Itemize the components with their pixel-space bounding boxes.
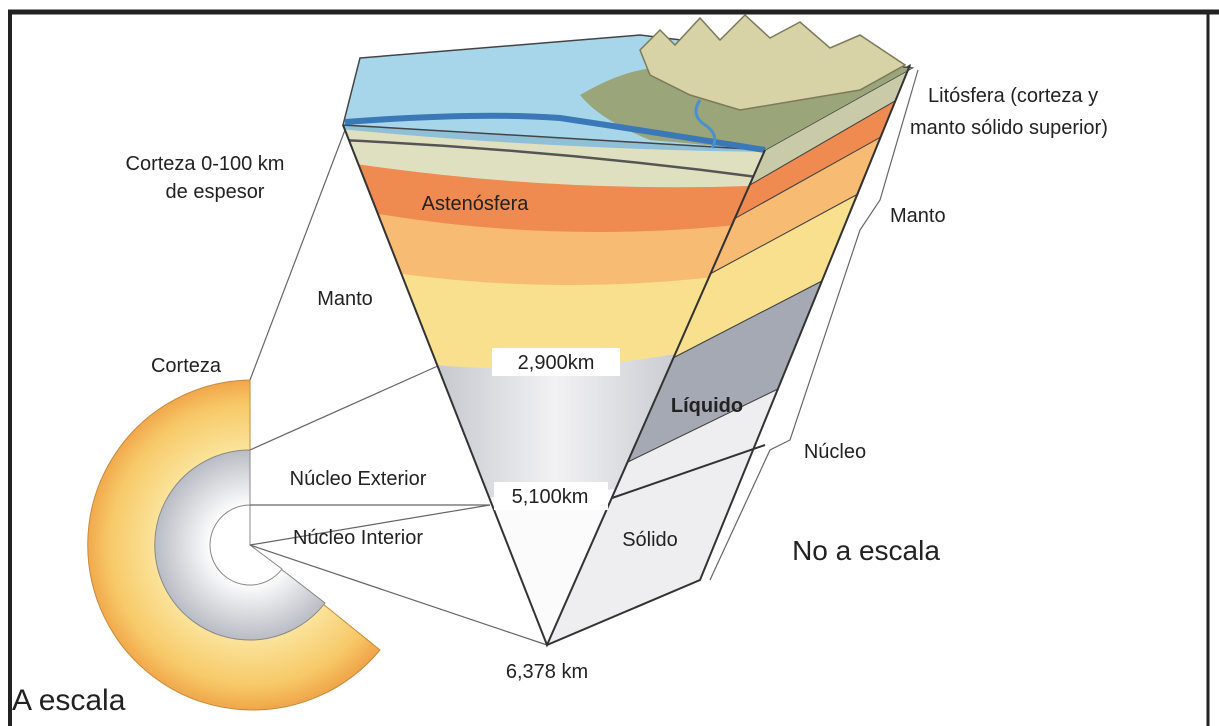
- label: No a escala: [792, 535, 940, 566]
- label: A escala: [12, 684, 126, 717]
- label: Núcleo Interior: [293, 527, 423, 549]
- label: de espesor: [166, 181, 265, 203]
- label: Líquido: [671, 395, 743, 417]
- label: 6,378 km: [506, 661, 588, 683]
- label: Manto: [317, 288, 373, 310]
- label: Litósfera (corteza y: [928, 85, 1098, 107]
- earth-diagram: Corteza 0-100 km de espesor Astenósfera …: [0, 0, 1219, 726]
- label: Núcleo Exterior: [290, 468, 427, 490]
- label: manto sólido superior): [910, 117, 1108, 139]
- label: Sólido: [622, 529, 678, 551]
- label: Manto: [890, 205, 946, 227]
- label: Corteza: [151, 355, 222, 377]
- label: Núcleo: [804, 441, 866, 463]
- label: 5,100km: [512, 486, 589, 508]
- label: Astenósfera: [422, 193, 530, 215]
- label: Corteza 0-100 km: [126, 153, 285, 175]
- label: 2,900km: [518, 352, 595, 374]
